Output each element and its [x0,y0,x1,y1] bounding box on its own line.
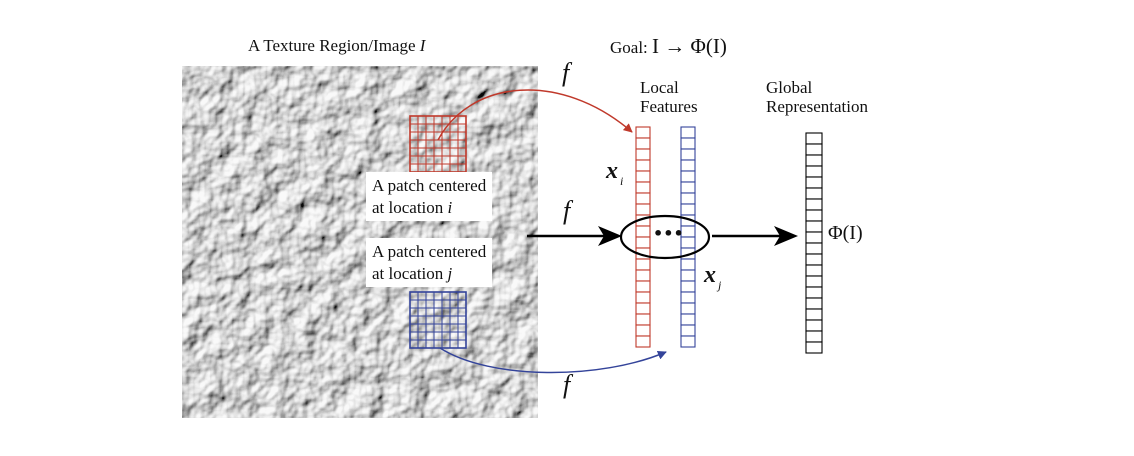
arrow-f-top [437,89,633,141]
patch-grid-j [409,291,467,349]
feature-i-cell [635,280,651,293]
global-vector [805,132,823,354]
feature-i-sub: i [620,174,624,188]
texture-title-text: A Texture Region/Image [248,36,420,55]
global-cell [805,242,823,255]
global-cell [805,143,823,156]
arrow-f-bottom [439,347,667,374]
global-cell [805,220,823,233]
arrow-f-middle [527,226,622,246]
global-cell [805,154,823,167]
global-cell [805,330,823,343]
feature-j-cell [680,192,696,205]
global-cell [805,198,823,211]
feature-j-cell [680,302,696,315]
feature-i-cell [635,269,651,282]
feature-i-cell [635,302,651,315]
global-cell [805,286,823,299]
feature-i-var: x [606,158,618,184]
feature-i-cell [635,324,651,337]
patch-j-callout: A patch centered at location j [366,238,493,287]
feature-j-cell [680,170,696,183]
patch-i-line2: at location i [372,197,486,219]
global-cell [805,187,823,200]
patch-j-line2-text: at location [372,264,448,283]
goal-prefix: Goal: [610,38,653,57]
global-cell [805,341,823,354]
feature-j-cell [680,335,696,348]
global-cell [805,275,823,288]
global-cell [805,176,823,189]
patch-j-line2: at location j [372,263,486,285]
feature-j-cell [680,313,696,326]
global-cell [805,297,823,310]
feature-i-cell [635,192,651,205]
patch-j-line1: A patch centered [372,242,487,261]
feature-i-cell [635,313,651,326]
feature-i-cell [635,170,651,183]
goal-formula: I → Φ(I) [652,34,727,58]
global-cell [805,308,823,321]
local-features-line2: Features [640,97,698,116]
local-features-label: Local Features [640,78,698,116]
global-representation-label: Global Representation [766,78,868,116]
f-label-top: f [562,58,570,87]
f-label-bottom: f [563,370,571,399]
feature-vector-j [680,126,696,348]
feature-i-cell [635,335,651,348]
global-cell [805,231,823,244]
feature-j-cell [680,148,696,161]
texture-title: A Texture Region/Image I [248,36,425,56]
goal-label: Goal: I → Φ(I) [610,34,727,59]
patch-j-var: j [447,264,453,283]
patch-i-callout: A patch centered at location i [366,172,493,221]
feature-j-cell [680,203,696,216]
global-cell [805,319,823,332]
global-symbol-label: Φ(I) [828,222,863,244]
feature-j-sub: j [718,278,722,292]
feature-i-cell [635,181,651,194]
arrow-pooling [712,226,798,246]
global-cell [805,264,823,277]
feature-i-cell [635,137,651,150]
patch-j-border [409,291,467,349]
feature-j-cell [680,269,696,282]
patch-i-line2-text: at location [372,198,448,217]
pooling-ellipse [619,214,711,260]
feature-i-cell [635,258,651,271]
feature-j-cell [680,126,696,139]
patch-i-line1: A patch centered [372,176,487,195]
feature-j-cell [680,159,696,172]
feature-i-cell [635,159,651,172]
global-cell [805,253,823,266]
global-line1: Global [766,78,813,97]
patch-i-var: i [447,198,453,217]
feature-i-cell [635,291,651,304]
feature-i-cell [635,148,651,161]
ellipsis-dots: ••• [653,224,684,243]
feature-i-cell [635,225,651,238]
f-label-middle: f [563,196,571,225]
feature-i-cell [635,203,651,216]
feature-j-cell [680,280,696,293]
global-cell [805,132,823,145]
feature-j-cell [680,258,696,271]
feature-i-cell [635,126,651,139]
local-features-line1: Local [640,78,679,97]
feature-j-cell [680,181,696,194]
feature-j-var: x [704,262,716,288]
feature-j-cell [680,324,696,337]
global-line2: Representation [766,97,868,116]
feature-vector-i [635,126,651,348]
texture-title-var: I [419,36,426,55]
feature-j-cell [680,291,696,304]
feature-j-cell [680,137,696,150]
global-cell [805,165,823,178]
feature-i-cell [635,236,651,249]
global-cell [805,209,823,222]
